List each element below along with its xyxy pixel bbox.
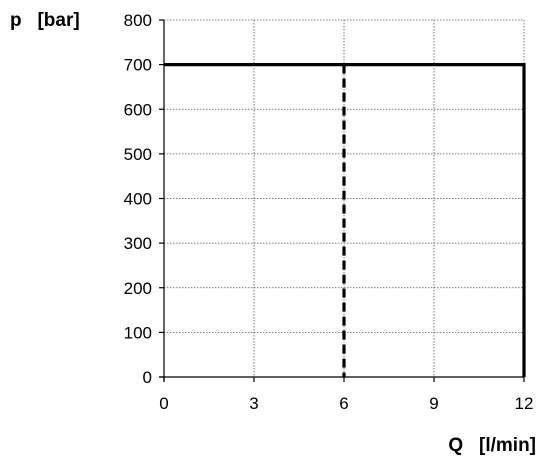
tick-labels: 0 100 200 300 400 500 600 700 800 0 3 6 9 12 [124, 11, 534, 413]
x-tick-label: 12 [515, 394, 534, 413]
series-line-1 [164, 63, 526, 377]
x-tick-label: 6 [339, 394, 348, 413]
y-tick-label: 200 [124, 279, 152, 298]
x-axis-label: Q [l/min] [448, 435, 536, 456]
y-tick-label: 100 [124, 323, 152, 342]
y-tick-label: 500 [124, 145, 152, 164]
axes [159, 19, 525, 382]
x-tick-label: 0 [159, 394, 168, 413]
y-tick-label: 800 [124, 11, 152, 30]
y-tick-label: 400 [124, 190, 152, 209]
y-tick-label: 300 [124, 234, 152, 253]
y-tick-label: 600 [124, 100, 152, 119]
y-tick-label: 0 [143, 368, 152, 387]
y-axis-label: p [bar] [10, 10, 80, 31]
series-group [164, 63, 526, 377]
y-tick-label: 700 [124, 56, 152, 75]
x-tick-label: 9 [429, 394, 438, 413]
x-tick-label: 3 [249, 394, 258, 413]
